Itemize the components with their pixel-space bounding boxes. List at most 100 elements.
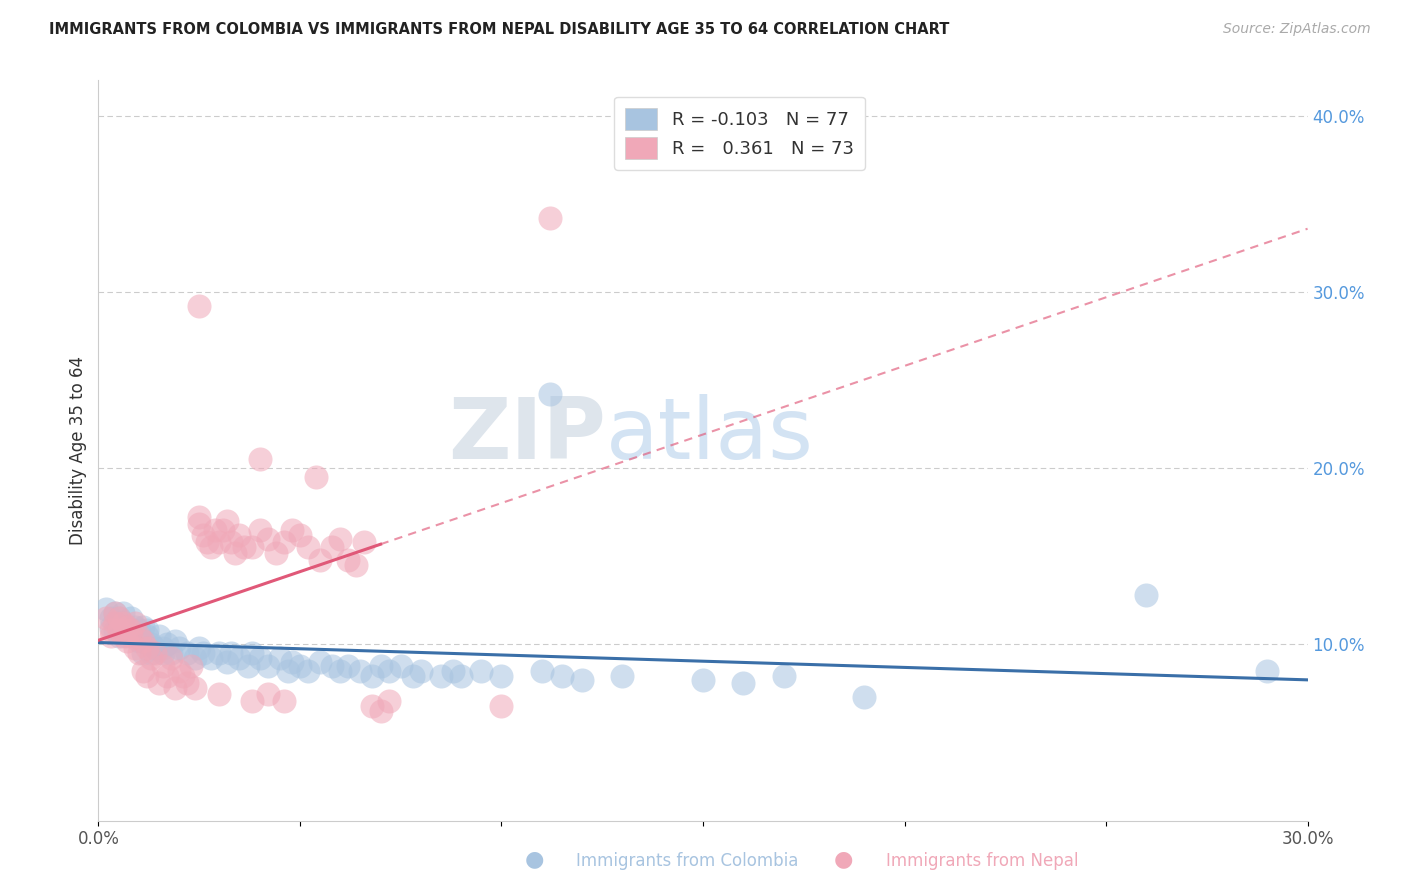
Point	[353, 535, 375, 549]
Point	[152, 646, 174, 660]
Point	[249, 452, 271, 467]
Point	[143, 646, 166, 660]
Point	[370, 704, 392, 718]
Point	[139, 646, 162, 660]
Point	[107, 624, 129, 638]
Point	[188, 510, 211, 524]
Point	[128, 633, 150, 648]
Point	[103, 616, 125, 631]
Point	[217, 514, 239, 528]
Text: ZIP: ZIP	[449, 394, 606, 477]
Point	[111, 616, 134, 631]
Point	[329, 664, 352, 678]
Legend: R = -0.103   N = 77, R =   0.361   N = 73: R = -0.103 N = 77, R = 0.361 N = 73	[614, 96, 865, 169]
Point	[107, 611, 129, 625]
Point	[273, 535, 295, 549]
Point	[156, 637, 179, 651]
Text: Immigrants from Colombia: Immigrants from Colombia	[576, 852, 799, 870]
Point	[124, 620, 146, 634]
Point	[269, 651, 291, 665]
Point	[152, 640, 174, 655]
Point	[240, 646, 263, 660]
Point	[491, 699, 513, 714]
Point	[120, 628, 142, 642]
Point	[277, 664, 299, 678]
Point	[184, 681, 207, 696]
Point	[256, 687, 278, 701]
Point	[135, 624, 157, 638]
Point	[273, 694, 295, 708]
Text: atlas: atlas	[606, 394, 814, 477]
Point	[249, 651, 271, 665]
Point	[132, 620, 155, 634]
Point	[111, 628, 134, 642]
Point	[344, 558, 367, 572]
Point	[297, 664, 319, 678]
Point	[228, 651, 250, 665]
Point	[148, 628, 170, 642]
Point	[224, 546, 246, 560]
Point	[139, 637, 162, 651]
Point	[100, 611, 122, 625]
Point	[172, 669, 194, 683]
Point	[160, 651, 183, 665]
Point	[120, 624, 142, 638]
Point	[128, 646, 150, 660]
Point	[221, 646, 243, 660]
Point	[402, 669, 425, 683]
Point	[96, 602, 118, 616]
Point	[361, 669, 384, 683]
Point	[124, 616, 146, 631]
Point	[100, 628, 122, 642]
Point	[441, 664, 464, 678]
Point	[120, 611, 142, 625]
Point	[132, 646, 155, 660]
Point	[135, 628, 157, 642]
Point	[163, 633, 186, 648]
Point	[321, 541, 343, 555]
Point	[195, 535, 218, 549]
Point	[228, 528, 250, 542]
Point	[377, 694, 399, 708]
Point	[152, 658, 174, 673]
Point	[184, 651, 207, 665]
Text: ●: ●	[524, 850, 544, 870]
Point	[132, 664, 155, 678]
Point	[163, 681, 186, 696]
Point	[329, 532, 352, 546]
Point	[208, 535, 231, 549]
Point	[256, 658, 278, 673]
Point	[530, 664, 553, 678]
Point	[176, 676, 198, 690]
Point	[538, 387, 561, 401]
Point	[337, 553, 360, 567]
Point	[377, 664, 399, 678]
Point	[96, 611, 118, 625]
Point	[107, 611, 129, 625]
Point	[204, 523, 226, 537]
Point	[103, 624, 125, 638]
Point	[128, 624, 150, 638]
Point	[188, 640, 211, 655]
Point	[180, 658, 202, 673]
Point	[450, 669, 472, 683]
Point	[281, 655, 304, 669]
Point	[264, 546, 287, 560]
Point	[217, 655, 239, 669]
Point	[288, 528, 311, 542]
Point	[1256, 664, 1278, 678]
Point	[176, 646, 198, 660]
Point	[733, 676, 755, 690]
Point	[389, 658, 412, 673]
Point	[160, 646, 183, 660]
Point	[188, 299, 211, 313]
Point	[193, 528, 215, 542]
Y-axis label: Disability Age 35 to 64: Disability Age 35 to 64	[69, 356, 87, 545]
Point	[305, 470, 328, 484]
Point	[249, 523, 271, 537]
Point	[772, 669, 794, 683]
Point	[430, 669, 453, 683]
Point	[349, 664, 371, 678]
Point	[297, 541, 319, 555]
Point	[256, 532, 278, 546]
